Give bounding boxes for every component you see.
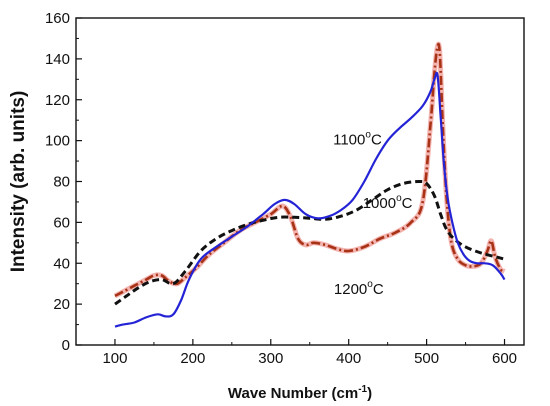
x-tick-label: 300 [258, 350, 283, 367]
y-tick-label: 100 [45, 133, 70, 150]
x-axis-ticks: 100 200 300 400 500 600 [75, 339, 517, 367]
series-label-1000c: 1000oC [363, 193, 413, 212]
x-axis-label: Wave Number (cm-1) [228, 384, 372, 402]
y-tick-label: 80 [53, 174, 70, 191]
x-tick-label: 500 [414, 350, 439, 367]
plot-lines [113, 41, 506, 328]
x-tick-label: 400 [336, 350, 361, 367]
series-line-1200c [114, 42, 506, 298]
y-tick-label: 140 [45, 51, 70, 68]
y-tick-label: 120 [45, 92, 70, 109]
y-axis-label: Intensity (arb. units) [8, 91, 29, 273]
series-label-1100c: 1100oC [333, 130, 382, 149]
series-line-1000c [114, 179, 505, 306]
series-line-1100c [114, 71, 506, 328]
x-tick-label: 600 [492, 350, 517, 367]
y-tick-label: 160 [45, 10, 70, 27]
x-tick-label: 100 [102, 350, 127, 367]
y-tick-label: 40 [53, 255, 70, 272]
y-axis-ticks: 0 20 40 60 80 100 120 140 160 [45, 10, 82, 354]
series-label-1200c: 1200oC [334, 279, 384, 298]
y-tick-label: 60 [53, 214, 70, 231]
x-tick-label: 200 [180, 350, 205, 367]
plot-frame [75, 17, 525, 346]
y-tick-label: 0 [62, 337, 70, 354]
y-tick-label: 20 [53, 296, 70, 313]
